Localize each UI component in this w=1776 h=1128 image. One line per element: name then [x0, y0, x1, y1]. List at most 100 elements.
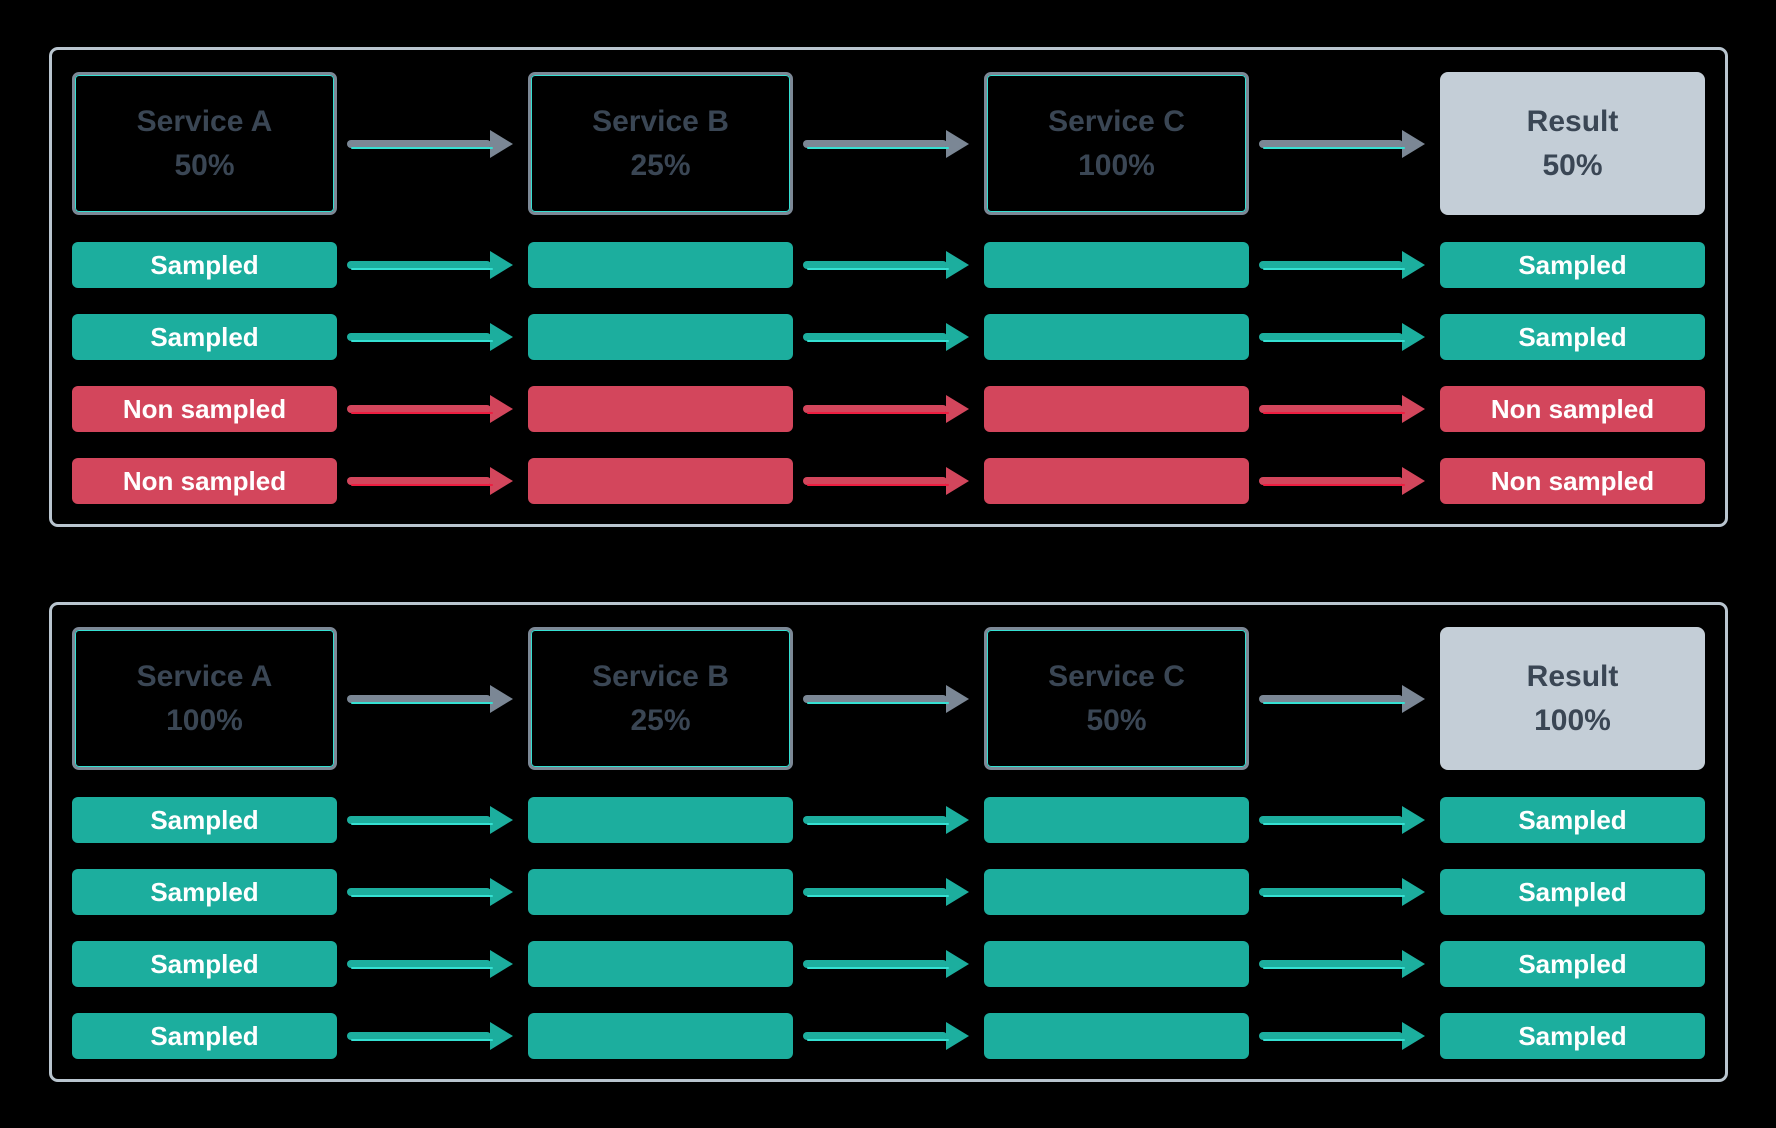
- trace-status-end: Non sampled: [1440, 386, 1705, 432]
- service-a-box: Service A 50%: [72, 72, 337, 215]
- arrow-shaft: [803, 816, 949, 825]
- trace-segment: [528, 314, 793, 360]
- trace-status-start: Sampled: [72, 941, 337, 987]
- arrow-shaft: [803, 477, 949, 486]
- trace-status-start: Non sampled: [72, 458, 337, 504]
- arrow-head-icon: [1402, 806, 1425, 834]
- trace-segment: [984, 242, 1249, 288]
- arrow-shaft: [347, 261, 493, 270]
- arrow-head-icon: [1402, 251, 1425, 279]
- arrow-head-icon: [1402, 878, 1425, 906]
- arrow-right-icon: [1249, 323, 1440, 351]
- trace-status-start: Sampled: [72, 242, 337, 288]
- trace-row: Non sampled Non sampled: [72, 458, 1705, 504]
- arrow-shaft: [803, 139, 949, 149]
- arrow-right-icon: [337, 467, 528, 495]
- service-sample-rate: 50%: [1086, 703, 1147, 737]
- arrow-right-icon: [793, 1022, 984, 1050]
- arrow-head-icon: [946, 806, 969, 834]
- trace-segment: [984, 869, 1249, 915]
- service-sample-rate: 100%: [1078, 148, 1155, 182]
- service-label: Service C: [1048, 104, 1185, 138]
- arrow-right-icon: [1249, 467, 1440, 495]
- arrow-right-icon: [337, 323, 528, 351]
- arrow-right-icon: [337, 251, 528, 279]
- arrow-head-icon: [490, 1022, 513, 1050]
- arrow-right-icon: [337, 950, 528, 978]
- arrow-head-icon: [1402, 467, 1425, 495]
- trace-status-end: Sampled: [1440, 1013, 1705, 1059]
- arrow-head-icon: [946, 950, 969, 978]
- trace-status-start: Sampled: [72, 314, 337, 360]
- arrow-head-icon: [946, 129, 969, 158]
- arrow-head-icon: [1402, 950, 1425, 978]
- arrow-head-icon: [490, 806, 513, 834]
- arrow-shaft: [1259, 694, 1405, 704]
- arrow-shaft: [1259, 1032, 1405, 1041]
- trace-segment: [528, 797, 793, 843]
- arrow-shaft: [1259, 333, 1405, 342]
- arrow-head-icon: [1402, 323, 1425, 351]
- service-c-box: Service C 50%: [984, 627, 1249, 770]
- service-label: Service A: [136, 659, 273, 693]
- arrow-right-icon: [337, 1022, 528, 1050]
- arrow-shaft: [347, 405, 493, 414]
- trace-status-start: Sampled: [72, 1013, 337, 1059]
- trace-row: Sampled Sampled: [72, 1013, 1705, 1059]
- trace-segment: [984, 797, 1249, 843]
- service-sample-rate: 100%: [166, 703, 243, 737]
- trace-segment: [528, 1013, 793, 1059]
- sampling-scenario-panel-2: Service A 100% Service B 25% Service C 5…: [49, 602, 1728, 1082]
- result-sample-rate: 50%: [1542, 148, 1603, 182]
- arrow-right-icon: [793, 878, 984, 906]
- trace-row: Sampled Sampled: [72, 869, 1705, 915]
- arrow-right-icon: [337, 806, 528, 834]
- arrow-right-icon: [337, 878, 528, 906]
- trace-segment: [984, 458, 1249, 504]
- trace-row: Sampled Sampled: [72, 797, 1705, 843]
- arrow-right-icon: [793, 467, 984, 495]
- result-label: Result: [1526, 104, 1619, 138]
- arrow-right-icon: [1249, 806, 1440, 834]
- trace-status-end: Sampled: [1440, 941, 1705, 987]
- trace-segment: [528, 941, 793, 987]
- arrow-shaft: [1259, 477, 1405, 486]
- service-label: Service C: [1048, 659, 1185, 693]
- arrow-right-icon: [793, 395, 984, 423]
- arrow-shaft: [347, 816, 493, 825]
- arrow-shaft: [803, 405, 949, 414]
- result-label: Result: [1526, 659, 1619, 693]
- trace-segment: [984, 941, 1249, 987]
- trace-row: Sampled Sampled: [72, 242, 1705, 288]
- arrow-shaft: [1259, 139, 1405, 149]
- arrow-shaft: [803, 960, 949, 969]
- arrow-shaft: [803, 1032, 949, 1041]
- arrow-head-icon: [946, 323, 969, 351]
- arrow-right-icon: [1249, 878, 1440, 906]
- service-label: Service B: [592, 104, 729, 138]
- arrow-head-icon: [490, 395, 513, 423]
- arrow-right-icon: [793, 806, 984, 834]
- arrow-right-icon: [1249, 129, 1440, 158]
- trace-status-end: Sampled: [1440, 797, 1705, 843]
- arrow-right-icon: [793, 684, 984, 713]
- arrow-right-icon: [1249, 395, 1440, 423]
- arrow-right-icon: [793, 251, 984, 279]
- service-sample-rate: 50%: [174, 148, 235, 182]
- trace-segment: [984, 1013, 1249, 1059]
- trace-row: Sampled Sampled: [72, 314, 1705, 360]
- arrow-head-icon: [1402, 1022, 1425, 1050]
- arrow-head-icon: [490, 684, 513, 713]
- sampling-scenario-panel-1: Service A 50% Service B 25% Service C 10…: [49, 47, 1728, 527]
- arrow-head-icon: [490, 129, 513, 158]
- arrow-right-icon: [1249, 1022, 1440, 1050]
- service-b-box: Service B 25%: [528, 627, 793, 770]
- arrow-head-icon: [490, 950, 513, 978]
- arrow-shaft: [347, 694, 493, 704]
- arrow-shaft: [1259, 960, 1405, 969]
- arrow-head-icon: [1402, 129, 1425, 158]
- arrow-right-icon: [793, 323, 984, 351]
- service-sample-rate: 25%: [630, 148, 691, 182]
- trace-segment: [528, 242, 793, 288]
- arrow-shaft: [1259, 816, 1405, 825]
